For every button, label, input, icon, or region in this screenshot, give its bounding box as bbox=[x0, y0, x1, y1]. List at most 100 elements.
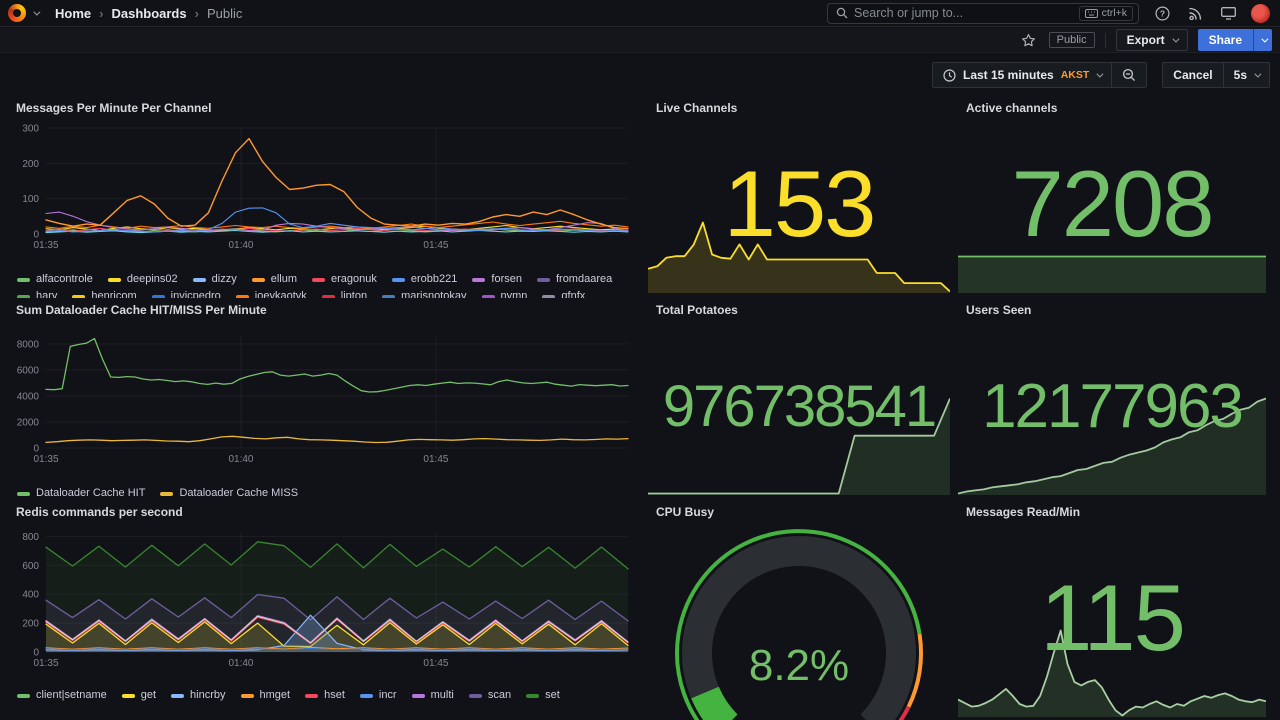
svg-text:01:45: 01:45 bbox=[423, 454, 448, 465]
toolbar-divider bbox=[1104, 32, 1106, 48]
clock-icon bbox=[943, 68, 956, 82]
legend-item[interactable]: fromdaarea bbox=[536, 273, 612, 286]
panel-title[interactable]: Live Channels bbox=[656, 101, 738, 115]
cancel-refresh-button[interactable]: Cancel bbox=[1173, 68, 1213, 82]
refresh-interval-picker[interactable]: 5s bbox=[1222, 63, 1269, 87]
legend-item[interactable]: alfacontrole bbox=[17, 273, 93, 286]
time-controls: Last 15 minutes AKST Cancel 5s bbox=[931, 62, 1270, 88]
chart-redis-canvas[interactable]: 0 200 400 600 800 01:35 01:40 01:45 bbox=[8, 524, 636, 682]
svg-text:01:40: 01:40 bbox=[228, 240, 253, 251]
dashboard-toolbar: Public Export Share bbox=[0, 28, 1280, 53]
svg-text:6000: 6000 bbox=[17, 365, 40, 376]
kiosk-monitor-icon[interactable] bbox=[1218, 3, 1238, 23]
legend-item[interactable]: hary bbox=[17, 290, 57, 298]
legend-item[interactable]: eragonuk bbox=[312, 273, 377, 286]
legend-item[interactable]: hincrby bbox=[171, 689, 226, 702]
legend-item[interactable]: forsen bbox=[472, 273, 522, 286]
legend-item[interactable]: joeykaotyk bbox=[235, 290, 307, 298]
legend-item[interactable]: henricom bbox=[72, 290, 137, 298]
share-button[interactable]: Share bbox=[1197, 29, 1272, 51]
public-tag[interactable]: Public bbox=[1048, 32, 1095, 48]
svg-text:4000: 4000 bbox=[17, 391, 40, 402]
panel-title[interactable]: CPU Busy bbox=[656, 505, 715, 519]
breadcrumb-dashboards[interactable]: Dashboards bbox=[111, 5, 187, 21]
shortcut-badge: ctrl+k bbox=[1078, 5, 1133, 21]
legend-item[interactable]: hset bbox=[305, 689, 345, 702]
legend-item[interactable]: nymn bbox=[481, 290, 527, 298]
panel-title[interactable]: Redis commands per second bbox=[16, 505, 183, 519]
legend-item[interactable]: ellum bbox=[251, 273, 297, 286]
svg-text:01:35: 01:35 bbox=[33, 454, 58, 465]
user-avatar[interactable] bbox=[1251, 3, 1270, 23]
zoom-out-button[interactable] bbox=[1111, 63, 1146, 87]
svg-text:400: 400 bbox=[22, 590, 39, 601]
news-rss-icon[interactable] bbox=[1185, 3, 1205, 23]
grafana-logo[interactable] bbox=[8, 4, 26, 22]
timezone-label: AKST bbox=[1060, 69, 1090, 81]
svg-text:01:45: 01:45 bbox=[423, 240, 448, 251]
legend-item[interactable]: incr bbox=[359, 689, 397, 702]
svg-text:0: 0 bbox=[33, 444, 39, 455]
breadcrumb: Home › Dashboards › Public bbox=[55, 6, 242, 21]
breadcrumb-separator: › bbox=[99, 5, 104, 21]
legend-item[interactable]: get bbox=[121, 689, 156, 702]
panel-users-seen: Users Seen 12177963 bbox=[958, 298, 1266, 498]
legend-item[interactable]: marisnotokay bbox=[382, 290, 467, 298]
search-input[interactable]: Search or jump to... ctrl+k bbox=[827, 2, 1139, 24]
panel-title[interactable]: Sum Dataloader Cache HIT/MISS Per Minute bbox=[16, 303, 267, 317]
legend-item[interactable]: set bbox=[526, 689, 560, 702]
sparkline bbox=[648, 221, 950, 293]
chevron-down-icon bbox=[1254, 70, 1262, 78]
sparkline bbox=[958, 629, 1266, 717]
chevron-down-icon bbox=[1096, 70, 1104, 78]
panel-dataloader-cache: Sum Dataloader Cache HIT/MISS Per Minute… bbox=[8, 298, 636, 500]
breadcrumb-separator: › bbox=[194, 5, 199, 21]
svg-text:0: 0 bbox=[33, 230, 39, 241]
svg-text:100: 100 bbox=[22, 194, 39, 205]
legend-item[interactable]: erobb221 bbox=[391, 273, 457, 286]
panel-total-potatoes: Total Potatoes 976738541 bbox=[648, 298, 950, 498]
chart-dataloader-legend: Dataloader Cache HIT Dataloader Cache MIS… bbox=[8, 485, 636, 500]
panel-title[interactable]: Active channels bbox=[966, 101, 1058, 115]
legend-item[interactable]: Dataloader Cache HIT bbox=[17, 487, 145, 500]
legend-item[interactable]: Dataloader Cache MISS bbox=[160, 487, 298, 500]
legend-item[interactable]: client|setname bbox=[17, 689, 107, 702]
legend-item[interactable]: deepins02 bbox=[107, 273, 178, 286]
svg-text:01:35: 01:35 bbox=[33, 658, 58, 669]
svg-text:800: 800 bbox=[22, 532, 39, 543]
legend-item[interactable]: invicpedro bbox=[151, 290, 221, 298]
legend-item[interactable]: scan bbox=[468, 689, 511, 702]
panel-title[interactable]: Total Potatoes bbox=[656, 303, 738, 317]
star-icon[interactable] bbox=[1019, 30, 1039, 50]
panel-messages-read: Messages Read/Min 115 bbox=[958, 500, 1266, 720]
legend-item[interactable]: qfnfx bbox=[542, 290, 585, 298]
gauge-cpu-busy: 8.2% bbox=[675, 529, 923, 720]
export-button[interactable]: Export bbox=[1115, 29, 1188, 51]
svg-text:01:45: 01:45 bbox=[423, 658, 448, 669]
breadcrumb-public[interactable]: Public bbox=[206, 5, 243, 21]
share-menu-button[interactable] bbox=[1253, 29, 1272, 51]
legend-item[interactable]: lipton bbox=[321, 290, 367, 298]
panel-title[interactable]: Users Seen bbox=[966, 303, 1032, 317]
panel-title[interactable]: Messages Read/Min bbox=[966, 505, 1081, 519]
help-icon[interactable]: ? bbox=[1152, 3, 1172, 23]
legend-item[interactable]: dizzy bbox=[192, 273, 237, 286]
panel-title[interactable]: Messages Per Minute Per Channel bbox=[16, 101, 212, 115]
time-range-picker[interactable]: Last 15 minutes AKST bbox=[933, 63, 1111, 87]
chart-messages-canvas[interactable]: 0 100 200 300 01:35 01:40 01:45 bbox=[8, 120, 636, 266]
panel-messages-per-minute: Messages Per Minute Per Channel 0 100 200 3… bbox=[8, 96, 636, 298]
legend-item[interactable]: hmget bbox=[240, 689, 290, 702]
svg-text:8.2%: 8.2% bbox=[749, 641, 849, 690]
svg-text:01:35: 01:35 bbox=[33, 240, 58, 251]
svg-text:?: ? bbox=[1159, 8, 1164, 18]
breadcrumb-home[interactable]: Home bbox=[55, 5, 92, 21]
legend-item[interactable]: multi bbox=[411, 689, 454, 702]
search-icon bbox=[836, 7, 848, 19]
svg-text:600: 600 bbox=[22, 561, 39, 572]
chart-dataloader-canvas[interactable]: 0 2000 4000 6000 8000 01:35 01:40 01:45 bbox=[8, 322, 636, 480]
sparkline bbox=[648, 398, 950, 495]
panel-redis-commands: Redis commands per second 0 200 400 600 800 0… bbox=[8, 500, 636, 702]
svg-text:8000: 8000 bbox=[17, 339, 40, 350]
chart-redis-legend: client|setname get hincrby hmget hset incr mul… bbox=[8, 687, 636, 702]
org-chevron-down-icon[interactable] bbox=[33, 8, 41, 16]
